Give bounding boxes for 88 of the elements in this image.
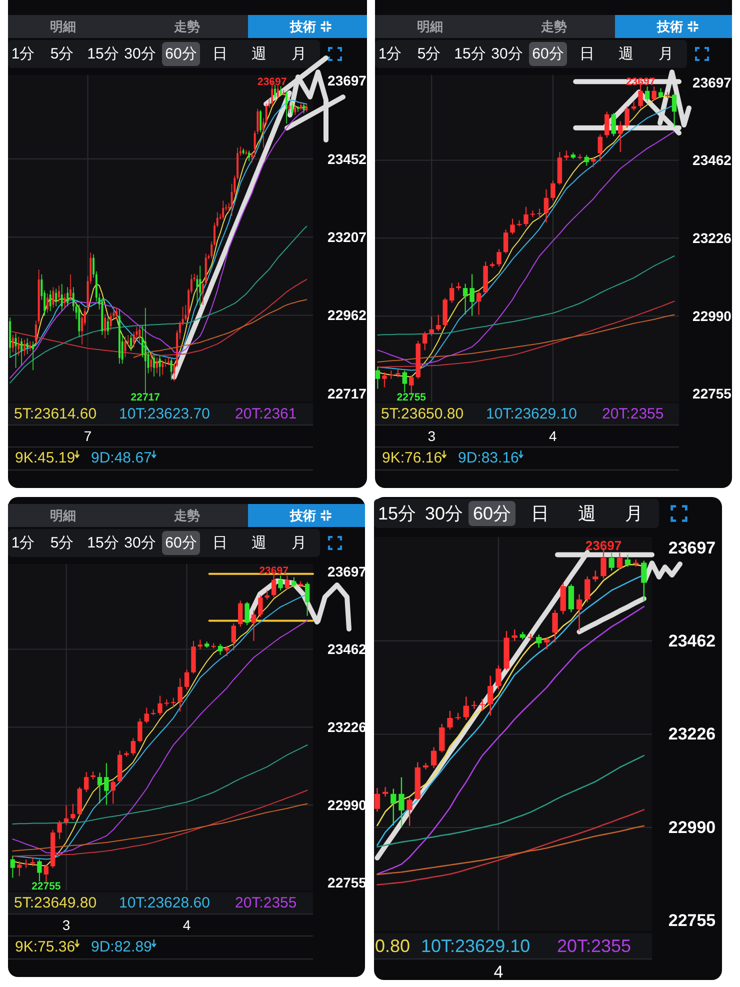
text: 明細 bbox=[417, 19, 443, 34]
text: 15分 bbox=[454, 46, 486, 62]
x-tick-label: 3 bbox=[428, 428, 436, 444]
text: 5分 bbox=[50, 46, 74, 62]
y-tick-label: 22990 bbox=[692, 308, 732, 324]
y-tick-label: 23462 bbox=[692, 152, 732, 168]
text: 5T:23649.80 bbox=[14, 894, 97, 912]
y-tick-label: 22990 bbox=[328, 797, 367, 814]
y-tick-label: 23697 bbox=[328, 564, 367, 580]
text: 技術 bbox=[289, 19, 316, 34]
y-tick-label: 22962 bbox=[328, 307, 367, 324]
text: 60分 bbox=[532, 46, 564, 62]
y-tick-label: 23462 bbox=[668, 631, 716, 650]
x-tick-label: 4 bbox=[549, 428, 558, 444]
text: 1分 bbox=[11, 534, 35, 552]
text: 10T:23628.60 bbox=[119, 894, 210, 912]
text: 日 bbox=[580, 46, 594, 62]
text: 週 bbox=[618, 46, 634, 62]
text: 明細 bbox=[50, 508, 76, 523]
y-tick-label: 23226 bbox=[668, 724, 716, 744]
text: 月 bbox=[292, 46, 306, 62]
text: 15分 bbox=[87, 46, 119, 62]
y-tick-label: 23226 bbox=[692, 230, 732, 246]
text: 日 bbox=[212, 46, 228, 62]
x-tick-label: 4 bbox=[494, 962, 504, 982]
x-tick-label: 4 bbox=[182, 917, 191, 933]
text: 60分 bbox=[472, 504, 512, 524]
text: 10T:23623.70 bbox=[119, 406, 210, 422]
text: 30分 bbox=[424, 504, 464, 524]
y-tick-label: 23697 bbox=[692, 74, 732, 91]
text: 15分 bbox=[378, 504, 416, 524]
text: 30分 bbox=[124, 46, 156, 62]
text: 10T:23629.10 bbox=[486, 406, 577, 422]
text: 60分 bbox=[165, 534, 197, 552]
text: 1分 bbox=[11, 46, 35, 62]
annotation: 22755 bbox=[396, 391, 426, 404]
annotation: 23697 bbox=[585, 538, 622, 553]
y-tick-label: 23462 bbox=[328, 641, 367, 658]
text: 9K:45.19 bbox=[15, 450, 76, 466]
text: 0.80 bbox=[375, 936, 410, 956]
text: 9D:82.89 bbox=[91, 938, 152, 956]
text: 20T:2355 bbox=[602, 406, 664, 422]
y-tick-label: 23452 bbox=[328, 150, 367, 167]
text: 日 bbox=[531, 504, 549, 524]
text: 技術 bbox=[289, 508, 316, 523]
y-tick-label: 22755 bbox=[328, 874, 367, 891]
text: 9D:83.16 bbox=[458, 450, 519, 466]
annotation: 22755 bbox=[32, 880, 61, 892]
text: 技術 bbox=[656, 19, 683, 34]
text: 30分 bbox=[124, 534, 156, 552]
text: 10T:23629.10 bbox=[421, 936, 530, 956]
text: 9K:75.36 bbox=[15, 938, 76, 956]
text: 週 bbox=[252, 46, 266, 62]
text: 9D:48.67 bbox=[91, 450, 152, 466]
text: 5T:23650.80 bbox=[381, 406, 464, 422]
y-tick-label: 23207 bbox=[328, 229, 367, 246]
annotation: 23697 bbox=[258, 76, 287, 88]
text: 1分 bbox=[378, 46, 402, 62]
text: 日 bbox=[212, 534, 228, 552]
text: 20T:2361 bbox=[235, 406, 297, 422]
text: 月 bbox=[625, 504, 643, 524]
y-tick-label: 22990 bbox=[668, 818, 716, 837]
text: 9K:76.16 bbox=[382, 450, 442, 466]
y-tick-label: 22755 bbox=[692, 386, 732, 402]
text: 20T:2355 bbox=[557, 936, 632, 956]
y-tick-label: 23697 bbox=[668, 538, 716, 558]
text: 走勢 bbox=[540, 19, 567, 34]
text: 60分 bbox=[165, 46, 197, 62]
text: 走勢 bbox=[173, 19, 200, 34]
text: 20T:2355 bbox=[235, 894, 297, 912]
text: 30分 bbox=[491, 46, 523, 62]
y-tick-label: 23226 bbox=[328, 719, 367, 736]
text: 走勢 bbox=[173, 508, 200, 523]
x-tick-label: 3 bbox=[62, 917, 70, 933]
text: 5分 bbox=[50, 534, 74, 552]
x-tick-label: 7 bbox=[84, 428, 92, 444]
y-tick-label: 23697 bbox=[328, 72, 367, 89]
text: 月 bbox=[292, 534, 306, 552]
text: 15分 bbox=[87, 534, 119, 552]
text: 月 bbox=[658, 46, 674, 62]
y-tick-label: 22717 bbox=[328, 385, 367, 402]
text: 5T:23614.60 bbox=[14, 406, 97, 422]
text: 5分 bbox=[417, 46, 441, 62]
text: 週 bbox=[578, 504, 596, 524]
annotation: 22717 bbox=[130, 391, 160, 404]
text: 週 bbox=[252, 534, 266, 552]
text: 明細 bbox=[50, 19, 76, 34]
y-tick-label: 22755 bbox=[668, 910, 716, 930]
